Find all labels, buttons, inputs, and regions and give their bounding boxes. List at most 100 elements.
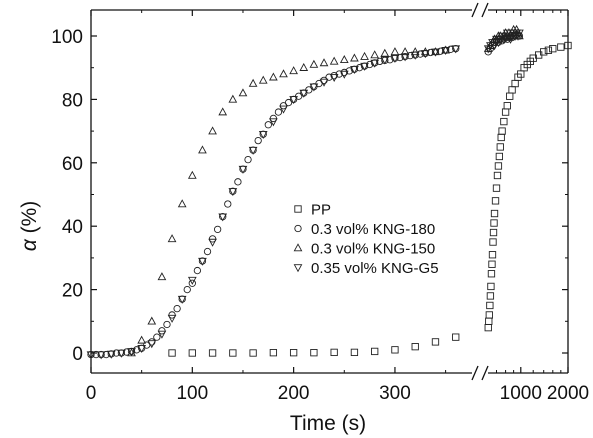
data-point: [248, 78, 258, 87]
data-point: [187, 276, 197, 285]
data-point: [106, 350, 116, 359]
data-point: [168, 349, 176, 357]
x-axis-title: Time (s): [290, 412, 366, 435]
data-point: [490, 209, 499, 218]
data-point: [350, 53, 359, 62]
data-point: [153, 333, 161, 341]
legend-marker: [293, 264, 303, 273]
data-point: [488, 251, 497, 259]
data-points: [86, 24, 572, 360]
data-point: [208, 238, 217, 247]
data-point: [410, 47, 420, 56]
y-axis-title: α (%): [18, 201, 41, 251]
data-point: [495, 152, 504, 161]
data-point: [329, 73, 339, 82]
data-point: [492, 184, 501, 192]
data-point: [350, 348, 359, 357]
data-point: [319, 78, 329, 87]
data-point: [501, 108, 510, 116]
series-4: [86, 29, 524, 360]
data-point: [390, 47, 400, 56]
data-point: [167, 314, 177, 323]
data-point: [279, 105, 288, 114]
data-point: [486, 292, 495, 300]
break-slash-top-2: [481, 2, 489, 18]
data-point: [269, 349, 278, 357]
data-point: [213, 225, 222, 234]
data-point: [511, 79, 519, 88]
data-point: [198, 257, 207, 266]
data-point: [490, 42, 499, 51]
data-point: [193, 266, 202, 275]
data-point: [370, 59, 380, 68]
legend-marker: [293, 243, 303, 252]
axis-break-marks: [471, 2, 489, 381]
data-point: [208, 126, 217, 135]
x-tick-label: 200: [278, 383, 310, 404]
data-point: [96, 351, 106, 360]
y-tick-label: 100: [51, 27, 83, 48]
data-point: [183, 285, 191, 294]
data-point: [485, 317, 493, 325]
data-point: [132, 346, 141, 354]
data-point: [248, 146, 258, 155]
data-point: [380, 56, 390, 65]
data-point: [228, 188, 238, 197]
y-tick-label: 20: [62, 281, 83, 302]
data-point: [203, 247, 212, 256]
data-point: [244, 155, 252, 164]
y-axis-unit: (%): [18, 201, 41, 240]
data-point: [451, 45, 461, 54]
y-tick-label: 80: [62, 90, 83, 111]
data-point: [258, 75, 268, 84]
break-slash-bottom-1: [471, 365, 479, 381]
data-point: [147, 316, 157, 325]
y-tick-label: 60: [62, 154, 83, 175]
x-tick-label: 0: [86, 383, 97, 404]
data-point: [489, 228, 498, 237]
data-point: [137, 335, 147, 344]
legend-label: 0.3 vol% KNG-180: [311, 221, 435, 238]
legend-label: 0.3 vol% KNG-150: [311, 241, 435, 258]
data-point: [441, 45, 450, 54]
legend-label: PP: [311, 202, 331, 219]
data-point: [198, 145, 207, 154]
data-point: [411, 343, 419, 351]
data-point: [330, 348, 338, 357]
data-point: [496, 143, 504, 151]
data-point: [329, 56, 339, 65]
data-point: [309, 83, 319, 92]
data-point: [86, 351, 96, 360]
data-point: [371, 347, 379, 356]
data-point: [234, 178, 242, 186]
data-point: [254, 136, 262, 145]
data-point: [391, 346, 399, 354]
data-point: [431, 47, 440, 56]
data-point: [137, 344, 147, 353]
data-point: [289, 66, 298, 75]
data-point: [493, 171, 502, 180]
data-point: [188, 279, 196, 287]
data-point: [540, 48, 548, 56]
data-point: [238, 88, 248, 97]
data-point: [365, 60, 374, 69]
data-point: [350, 66, 359, 75]
x-tick-label: 100: [176, 383, 208, 404]
data-point: [147, 340, 157, 349]
x-tick-label: 300: [379, 383, 411, 404]
series-2: [87, 30, 524, 359]
data-point: [167, 234, 177, 243]
data-point: [355, 64, 364, 72]
data-point: [400, 47, 410, 56]
data-point: [380, 48, 390, 57]
axis-ticks: [90, 10, 569, 373]
data-point: [549, 45, 557, 53]
data-point: [420, 47, 430, 56]
data-point: [452, 333, 460, 341]
data-point: [490, 219, 498, 227]
data-point: [249, 349, 257, 357]
data-point: [498, 127, 506, 135]
data-point: [491, 197, 500, 205]
data-point: [489, 238, 497, 246]
